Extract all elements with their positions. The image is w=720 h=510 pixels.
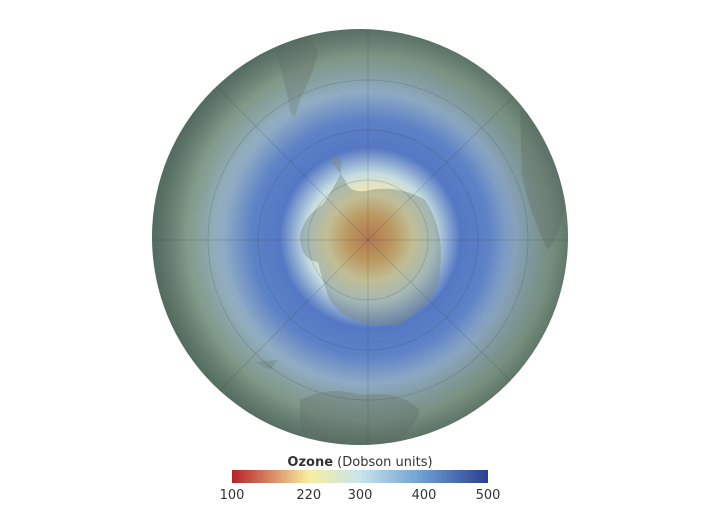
colorbar-tick-label: 300 — [348, 488, 373, 503]
colorbar-title: Ozone (Dobson units) — [287, 455, 432, 470]
globe — [152, 29, 568, 445]
colorbar-unit: (Dobson units) — [337, 455, 432, 470]
colorbar-tick-label: 220 — [296, 488, 321, 503]
colorbar — [232, 470, 488, 483]
colorbar-title-main: Ozone — [287, 455, 333, 470]
colorbar-tick-label: 100 — [220, 488, 245, 503]
colorbar-tick-label: 400 — [412, 488, 437, 503]
colorbar-tick-label: 500 — [476, 488, 501, 503]
